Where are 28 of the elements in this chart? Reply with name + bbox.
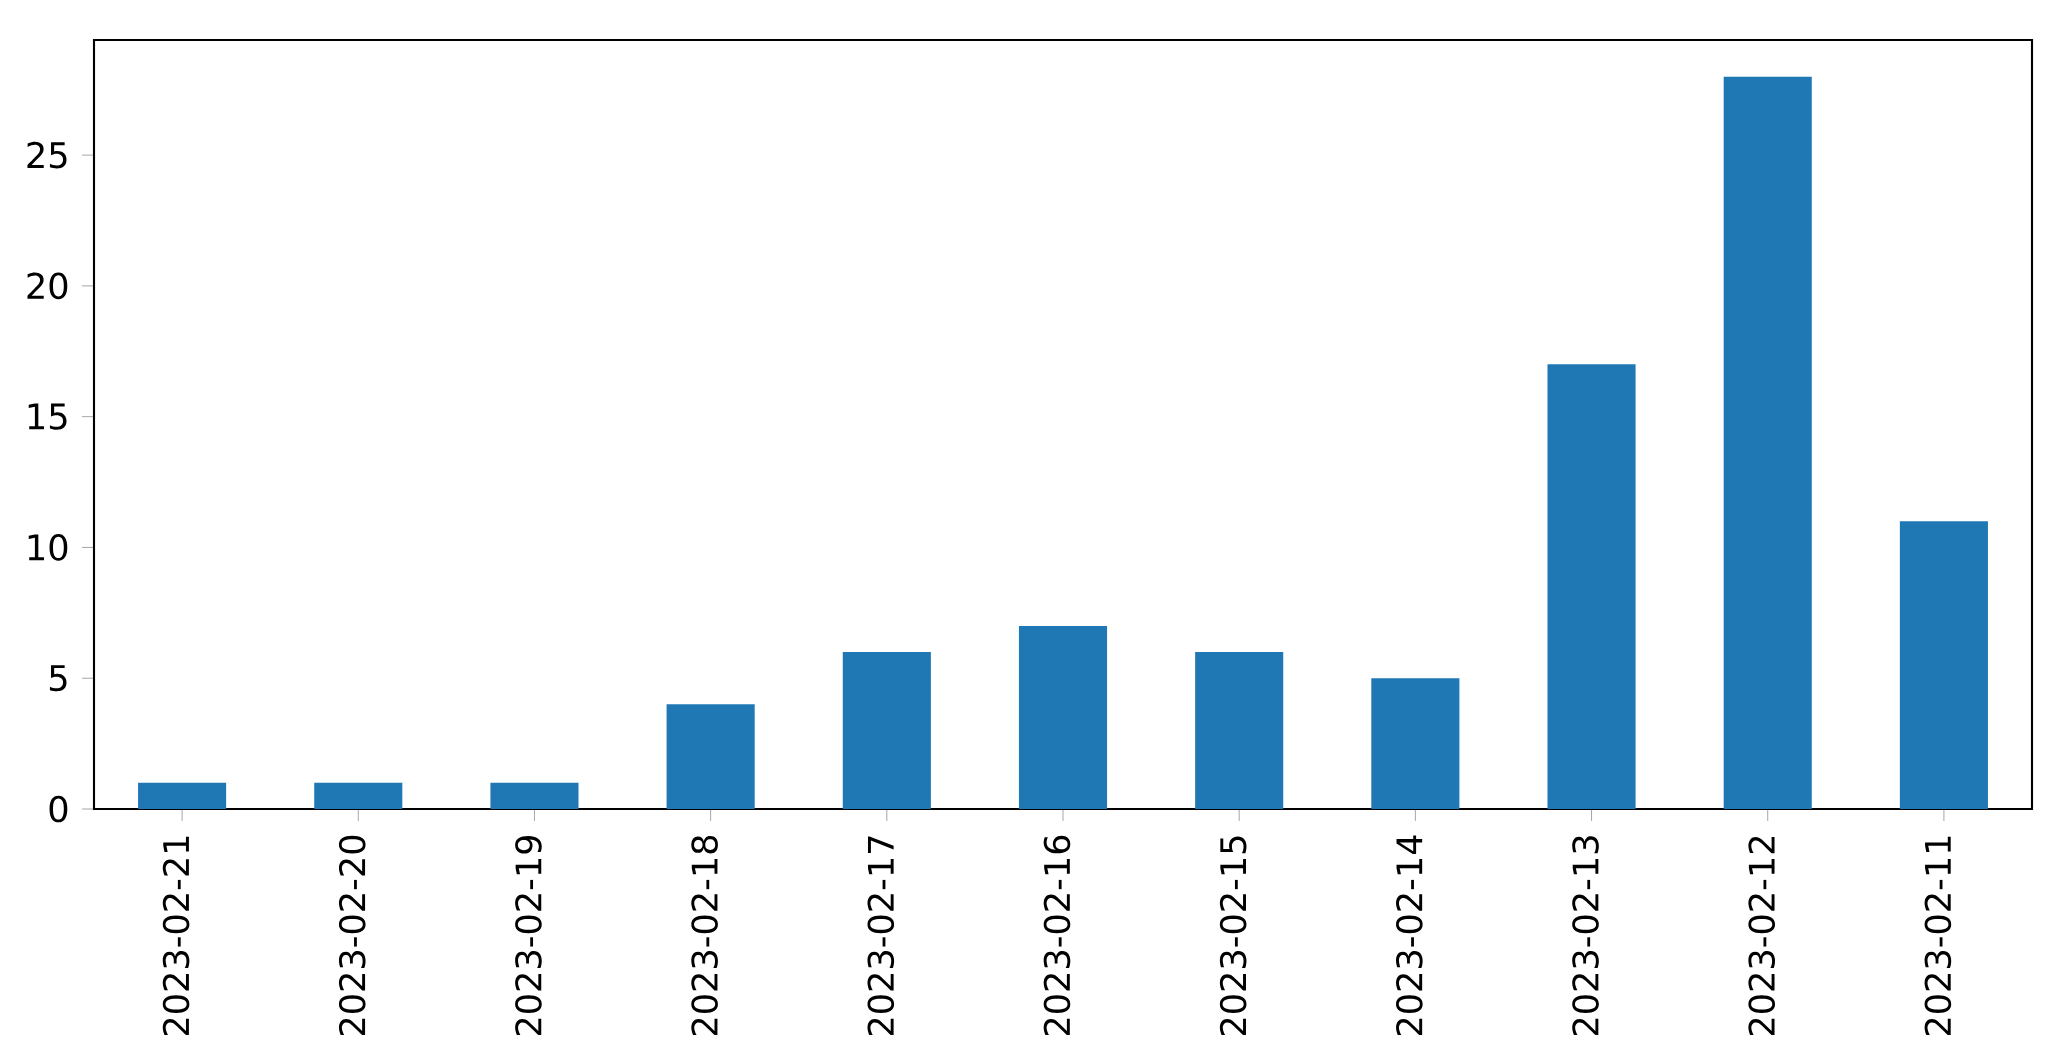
x-tick-label: 2023-02-16 bbox=[1043, 835, 1071, 1036]
y-tick-label: 10 bbox=[28, 534, 68, 561]
bar bbox=[138, 782, 227, 810]
y-tick-label: 20 bbox=[27, 272, 68, 300]
x-tick-label: 2023-02-12 bbox=[1748, 836, 1776, 1036]
x-tick-label: 2023-02-15 bbox=[1219, 836, 1247, 1036]
y-tick-label: 0 bbox=[49, 795, 68, 823]
bar bbox=[1899, 521, 1988, 810]
bar bbox=[1547, 364, 1636, 810]
x-tick-label: 2023-02-20 bbox=[338, 835, 366, 1036]
x-tick-label: 2023-02-17 bbox=[867, 836, 895, 1036]
y-tick-label: 15 bbox=[28, 403, 67, 430]
bar bbox=[666, 704, 755, 810]
y-tick-label: 25 bbox=[27, 141, 67, 169]
bar bbox=[1195, 652, 1284, 810]
bar bbox=[490, 782, 579, 810]
bar bbox=[1723, 76, 1812, 810]
x-tick-label: 2023-02-19 bbox=[515, 835, 542, 1036]
bar bbox=[1018, 625, 1108, 810]
y-tick-label: 5 bbox=[49, 665, 67, 692]
x-tick-label: 2023-02-18 bbox=[691, 835, 718, 1036]
bar bbox=[842, 652, 931, 810]
x-tick-label: 2023-02-13 bbox=[1572, 836, 1599, 1036]
bar bbox=[1371, 678, 1460, 810]
x-tick-label: 2023-02-14 bbox=[1396, 835, 1423, 1036]
bar bbox=[314, 782, 403, 810]
x-tick-label: 2023-02-21 bbox=[162, 836, 190, 1036]
x-tick-label: 2023-02-11 bbox=[1924, 836, 1952, 1036]
